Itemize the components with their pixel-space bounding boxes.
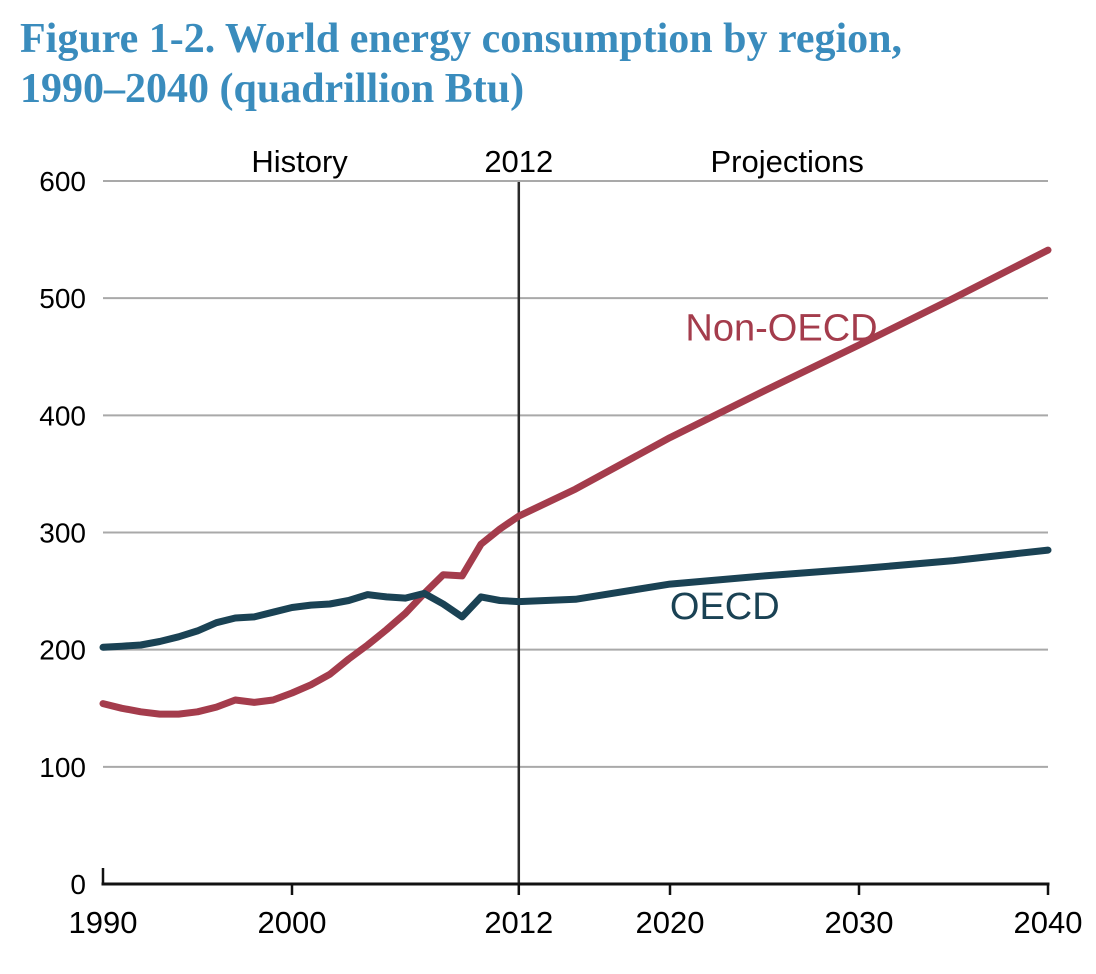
history-label: History — [251, 144, 348, 179]
figure-title-line2: 1990–2040 (quadrillion Btu) — [20, 66, 525, 112]
figure-title-line1: Figure 1-2. World energy consumption by … — [20, 16, 903, 62]
x-axis-tick-label-2012: 2012 — [484, 905, 553, 940]
divider-year-label: 2012 — [484, 144, 553, 179]
figure-title: Figure 1-2. World energy consumption by … — [20, 14, 902, 114]
series-label-non-oecd: Non-OECD — [685, 307, 877, 349]
x-axis-tick-label-2040: 2040 — [1014, 905, 1083, 940]
y-axis-tick-label-200: 200 — [39, 635, 86, 666]
series-line-non-oecd — [99, 246, 1052, 718]
y-axis-tick-label-400: 400 — [39, 400, 86, 431]
x-axis-tick-label-1990: 1990 — [69, 905, 138, 940]
x-axis-tick-label-2020: 2020 — [636, 905, 705, 940]
x-axis-tick-label-2030: 2030 — [825, 905, 894, 940]
series-label-oecd: OECD — [670, 586, 780, 628]
series-line-oecd — [99, 546, 1052, 651]
projections-label: Projections — [711, 144, 864, 179]
y-axis-tick-label-600: 600 — [39, 166, 86, 197]
y-axis-tick-label-300: 300 — [39, 518, 86, 549]
y-axis-tick-label-500: 500 — [39, 283, 86, 314]
y-axis-tick-label-100: 100 — [39, 752, 86, 783]
x-axis-tick-label-2000: 2000 — [258, 905, 327, 940]
y-axis-tick-label-0: 0 — [70, 869, 86, 900]
